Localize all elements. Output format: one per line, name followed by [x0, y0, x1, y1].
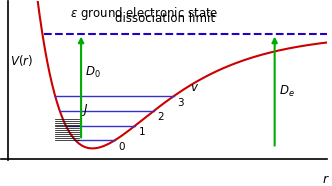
Text: 2: 2 — [157, 112, 164, 122]
Text: $V(r)$: $V(r)$ — [10, 53, 33, 68]
Text: 1: 1 — [138, 127, 145, 137]
Text: $\varepsilon$ ground electronic state: $\varepsilon$ ground electronic state — [70, 5, 218, 22]
Text: $D_0$: $D_0$ — [85, 65, 101, 80]
Text: 0: 0 — [118, 142, 124, 152]
Text: dissociation limit: dissociation limit — [115, 12, 215, 25]
Text: $r$: $r$ — [322, 173, 330, 186]
Text: $D_e$: $D_e$ — [279, 84, 294, 99]
Text: 3: 3 — [177, 98, 184, 108]
Text: $v$: $v$ — [190, 81, 199, 94]
Text: $J$: $J$ — [82, 102, 89, 118]
